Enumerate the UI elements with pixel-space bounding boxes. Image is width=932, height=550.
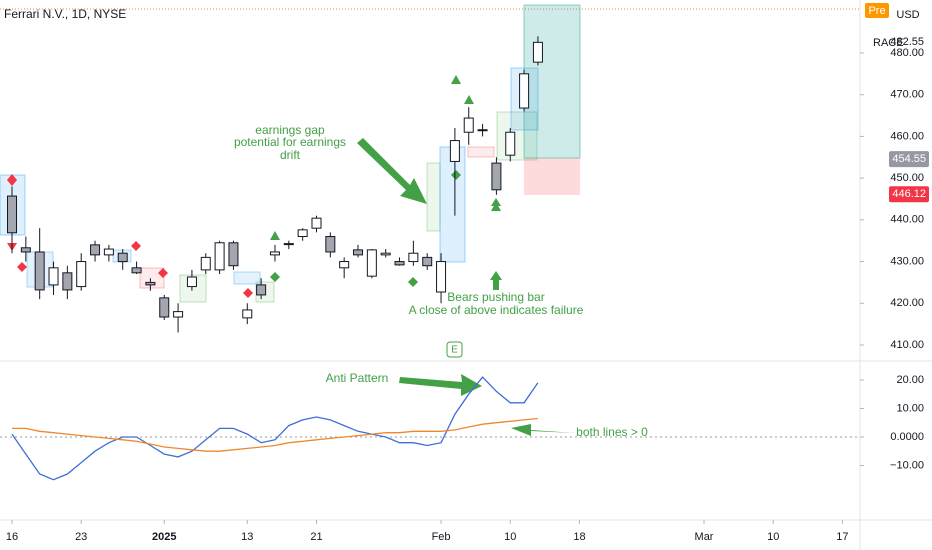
currency[interactable]: USD: [896, 9, 919, 21]
candle-body: [6, 195, 17, 234]
candle-body: [173, 311, 184, 318]
y-tick-label: 10.00: [896, 402, 924, 414]
candle-body: [477, 129, 488, 132]
candle-body: [186, 276, 197, 288]
candle-body: [200, 256, 211, 271]
candle-body: [325, 236, 336, 253]
annotation: Anti Pattern: [326, 371, 389, 385]
candle-body: [48, 267, 59, 286]
x-tick-label: 2025: [152, 531, 176, 543]
annotation: A close of above indicates failure: [409, 303, 584, 317]
signal-markers: [7, 75, 501, 298]
x-tick-label: 13: [241, 531, 253, 543]
y-tick-label: 450.00: [890, 172, 924, 184]
session: Pre: [868, 5, 885, 17]
oscillator-line: [11, 376, 539, 481]
candle-body: [283, 243, 294, 246]
annotation: Bears pushing bar: [447, 290, 544, 304]
x-tick-label: 18: [573, 531, 585, 543]
candle-body: [311, 217, 322, 229]
y-tick-label: 460.00: [890, 130, 924, 142]
annotation: drift: [280, 148, 301, 162]
oscillator-line: [12, 417, 538, 452]
x-tick-label: 21: [310, 531, 322, 543]
candle-body: [380, 252, 391, 256]
candle-body: [339, 261, 350, 269]
y-tick-label: 410.00: [890, 339, 924, 351]
candle-body: [90, 244, 101, 256]
y-tick-label: 20.00: [896, 374, 924, 386]
annotation: potential for earnings: [234, 135, 346, 149]
y-tick-label: 0.0000: [890, 431, 924, 443]
x-tick-label: 23: [75, 531, 87, 543]
candle-body: [256, 284, 267, 296]
level-label: 446.12: [892, 188, 926, 200]
level-badge: [889, 151, 929, 168]
session-badge: [865, 3, 889, 18]
candle-body: [76, 261, 87, 288]
y-tick-label: 420.00: [890, 297, 924, 309]
x-tick-label: Feb: [432, 531, 451, 543]
y-tick-label: 470.00: [890, 89, 924, 101]
annotation: earnings gap: [255, 123, 325, 137]
candle-body: [131, 267, 142, 274]
earnings-marker: E: [446, 341, 463, 358]
level-label: 454.55: [892, 153, 926, 165]
candle-body: [353, 249, 364, 256]
x-tick-label: 10: [767, 531, 779, 543]
candle-body: [491, 162, 502, 191]
symbol-title: Ferrari N.V., 1D, NYSE: [4, 7, 126, 21]
y-tick-label: −10.00: [890, 459, 924, 471]
candle-body: [20, 247, 31, 253]
candle-body: [366, 249, 377, 277]
x-tick-label: 17: [836, 531, 848, 543]
y-tick-label: 430.00: [890, 255, 924, 267]
annotation: both lines > 0: [576, 425, 648, 439]
candle-body: [34, 251, 45, 291]
candle-body: [436, 261, 447, 293]
candle-body: [463, 117, 474, 133]
x-tick-label: 10: [504, 531, 516, 543]
y-tick-label: 480.00: [890, 47, 924, 59]
candle-body: [214, 242, 225, 271]
candle-body: [242, 309, 253, 319]
x-tick-label: Mar: [695, 531, 714, 543]
ticker: RACE: [873, 37, 904, 49]
candle-body: [408, 252, 419, 263]
candle-body: [228, 242, 239, 267]
last-price-label: 482.55: [890, 36, 924, 48]
svg-text:E: E: [451, 345, 458, 356]
candle-body: [449, 140, 460, 162]
candle-body: [422, 256, 433, 267]
x-tick-label: 16: [6, 531, 18, 543]
candle-body: [394, 261, 405, 266]
candle-body: [297, 229, 308, 238]
candle-body: [532, 41, 543, 63]
candle-body: [519, 73, 530, 109]
level-badge: [889, 186, 929, 203]
arrows: [357, 138, 575, 436]
candle-body: [145, 281, 156, 286]
candle-body: [159, 297, 170, 318]
candle-body: [62, 272, 73, 291]
candle-body: [103, 248, 114, 256]
candle-body: [269, 251, 280, 256]
candle-body: [117, 252, 128, 263]
y-tick-label: 440.00: [890, 214, 924, 226]
candle-body: [505, 131, 516, 156]
